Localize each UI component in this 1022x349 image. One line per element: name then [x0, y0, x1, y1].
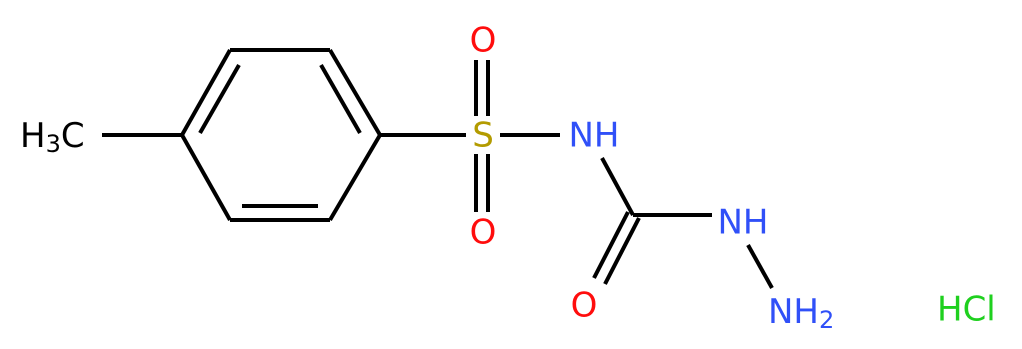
salt-label: HCl [937, 290, 996, 330]
sulfur-label: S [472, 116, 494, 156]
oxygen-label: O [571, 286, 598, 326]
bonds [102, 48, 774, 289]
nitrogen-label: NH [718, 203, 769, 243]
oxygen-label: O [470, 213, 497, 253]
nitrogen-label: NH [569, 116, 620, 156]
oxygen-label: O [470, 21, 497, 61]
amine-label: NH2 [768, 292, 834, 335]
methyl-label: H3C [20, 116, 85, 159]
